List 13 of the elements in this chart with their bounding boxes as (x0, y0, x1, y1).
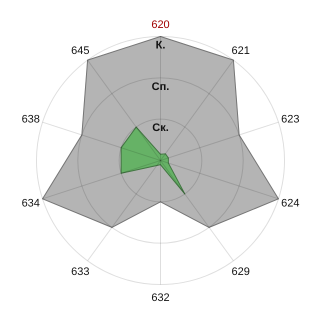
spoke-label: 629 (232, 266, 250, 278)
spoke-label: 621 (232, 45, 250, 58)
spoke-label: 623 (281, 113, 300, 126)
spoke-label: 645 (71, 45, 90, 58)
spoke-label: 620 (151, 19, 170, 32)
spoke-label: 624 (281, 198, 300, 210)
spoke-label: 638 (22, 113, 40, 126)
y-tick-label: Сп. (152, 80, 170, 93)
spoke-label: 632 (151, 292, 170, 304)
y-tick-label: Ск. (152, 122, 169, 134)
spoke-label: 633 (71, 266, 90, 278)
spoke-label: 634 (22, 198, 40, 210)
y-tick-label: К. (156, 39, 166, 52)
